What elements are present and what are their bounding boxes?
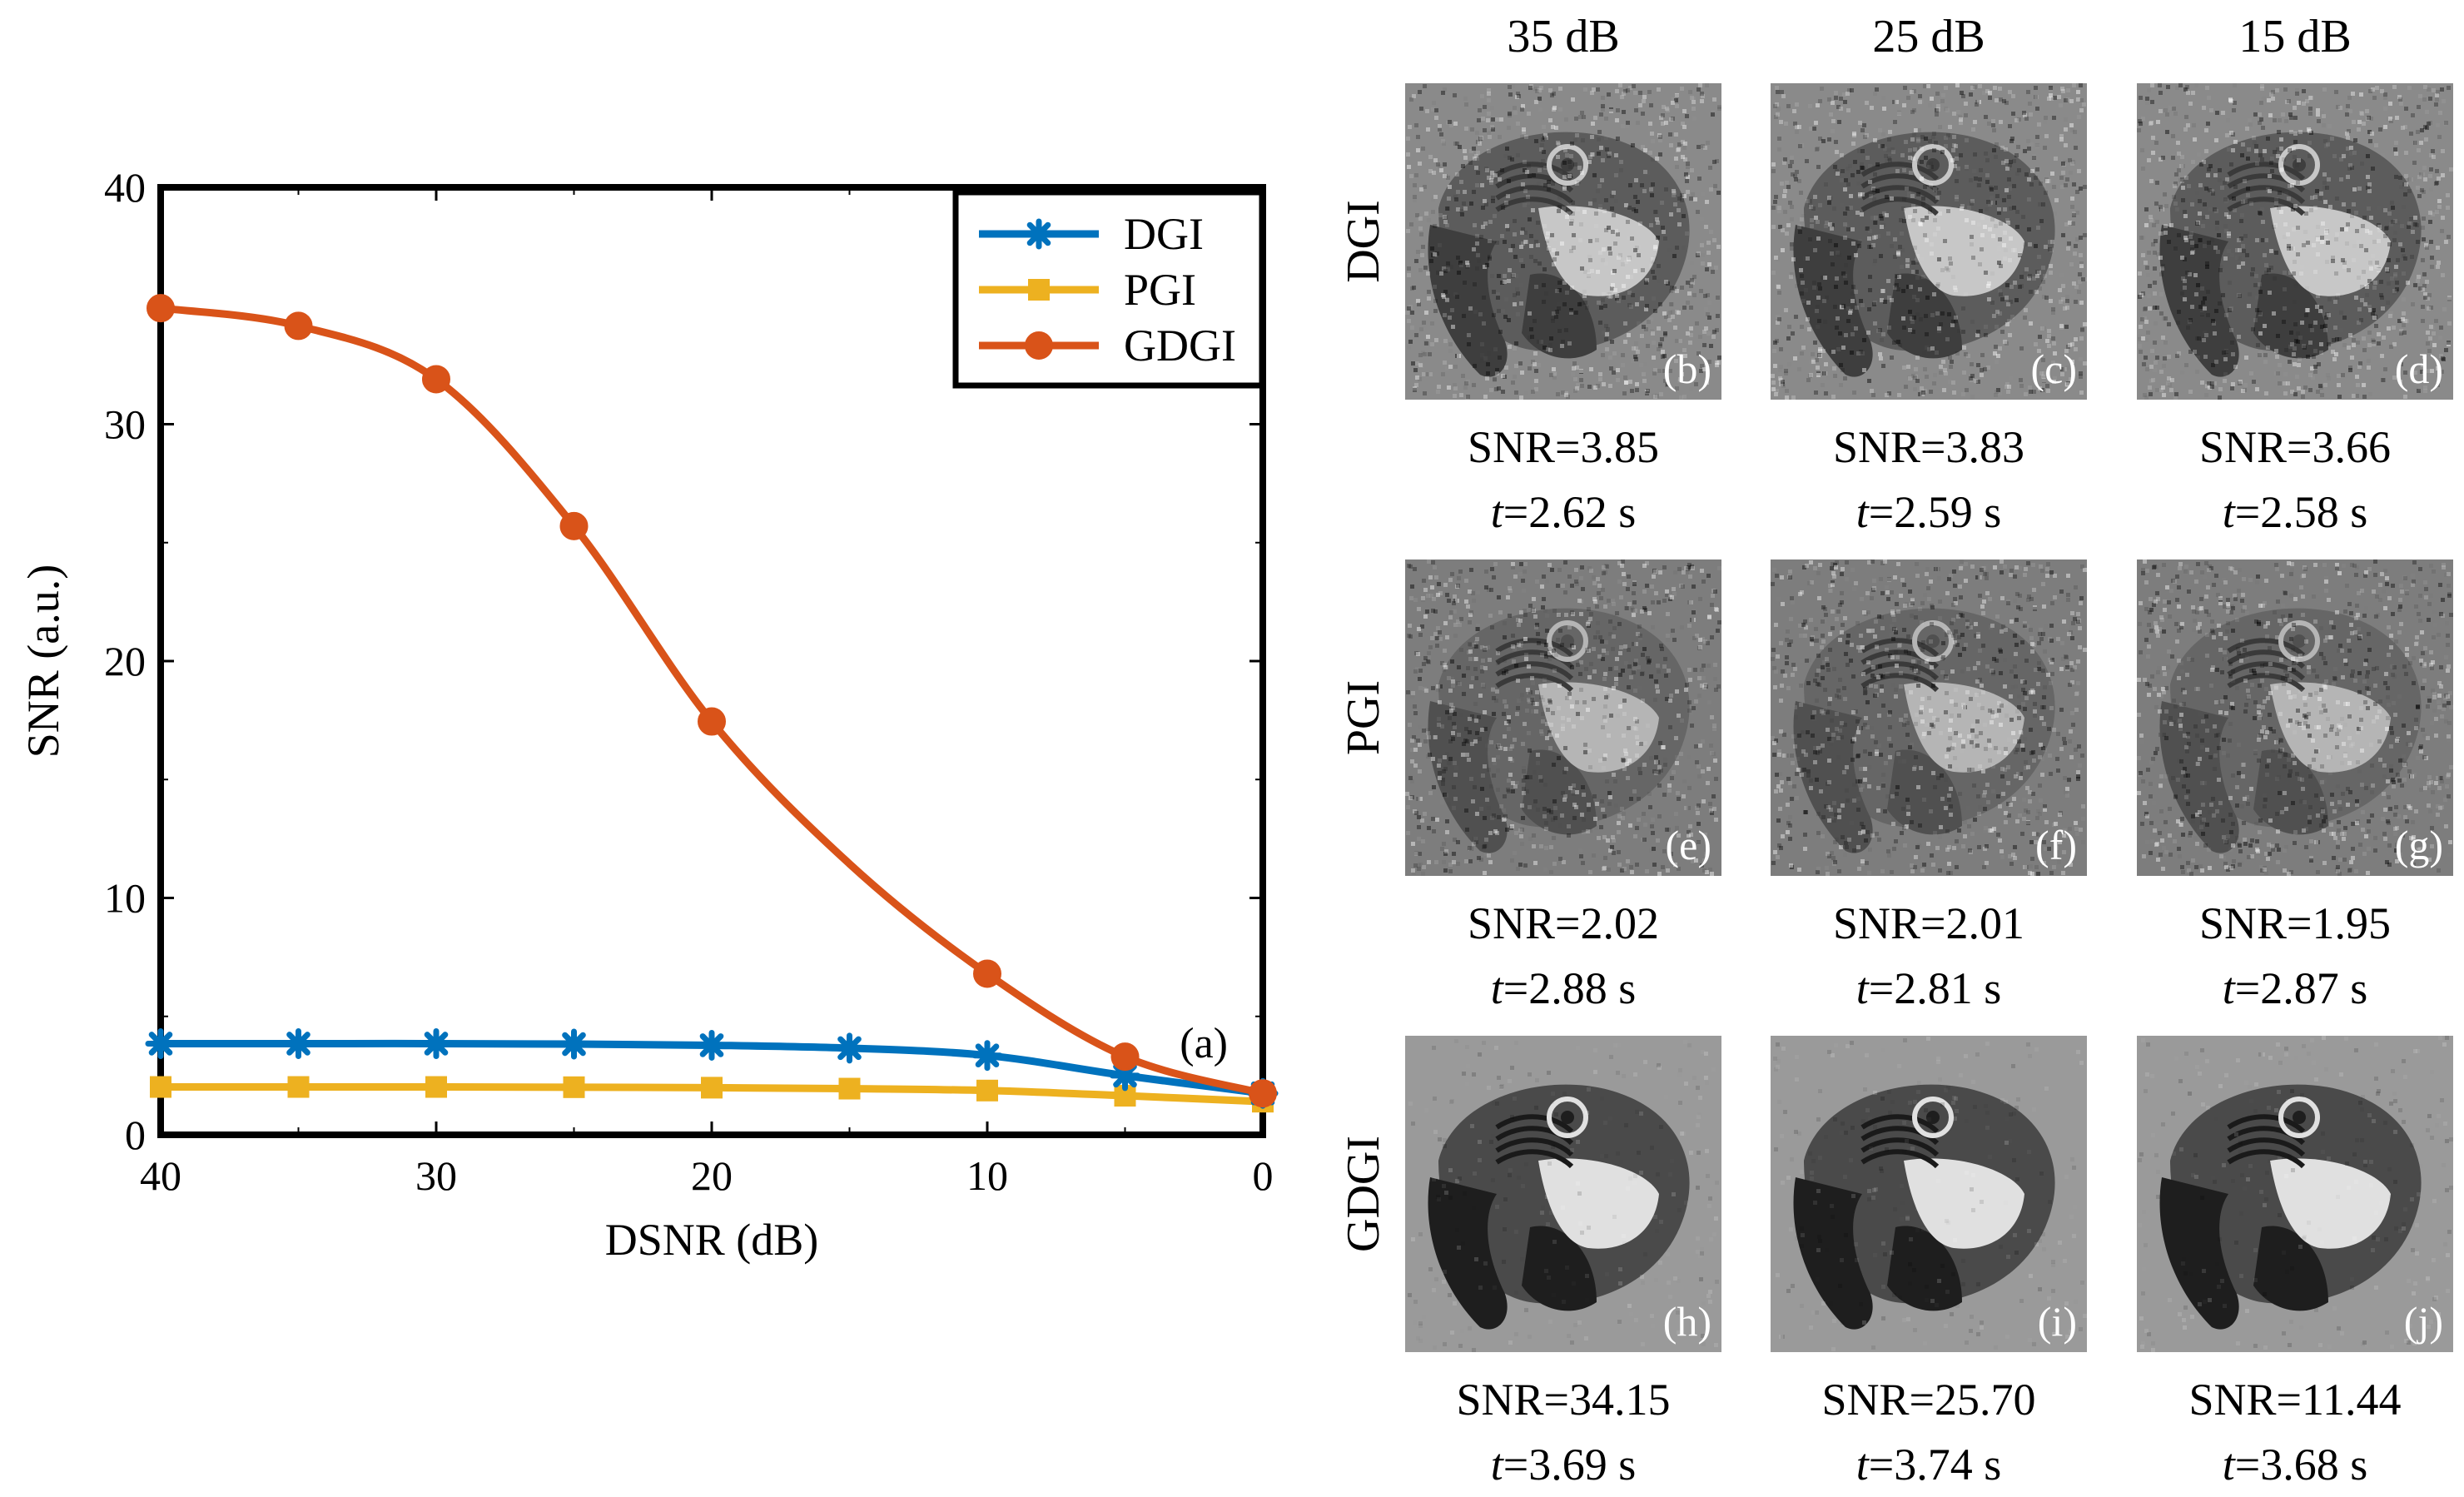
- image-tile: (e): [1405, 560, 1721, 876]
- time-number: =2.62 s: [1503, 487, 1636, 537]
- time-value: t=3.69 s: [1380, 1432, 1746, 1497]
- column-header: 35 dB: [1405, 10, 1721, 63]
- time-value: t=2.62 s: [1380, 480, 1746, 545]
- tile-letter: (g): [2395, 821, 2443, 869]
- tile-letter: (i): [2038, 1297, 2077, 1345]
- image-tile: (h): [1405, 1036, 1721, 1352]
- time-symbol: t: [1856, 487, 1869, 537]
- row-label: GDGI: [1337, 1069, 1390, 1319]
- image-tile: (i): [1771, 1036, 2087, 1352]
- time-value: t=2.58 s: [2112, 480, 2464, 545]
- tile-letter: (c): [2031, 345, 2078, 393]
- row-label: PGI: [1337, 593, 1390, 843]
- snr-value: SNR=2.02: [1380, 891, 1746, 956]
- row-label: DGI: [1337, 117, 1390, 366]
- time-number: =2.59 s: [1869, 487, 2001, 537]
- time-symbol: t: [2223, 487, 2235, 537]
- time-value: t=2.88 s: [1380, 956, 1746, 1021]
- tile-letter: (b): [1663, 345, 1711, 393]
- snr-value: SNR=3.85: [1380, 415, 1746, 480]
- snr-value: SNR=3.83: [1746, 415, 2112, 480]
- time-value: t=2.59 s: [1746, 480, 2112, 545]
- time-number: =3.69 s: [1503, 1440, 1636, 1490]
- snr-value: SNR=34.15: [1380, 1367, 1746, 1432]
- time-value: t=2.87 s: [2112, 956, 2464, 1021]
- snr-value: SNR=25.70: [1746, 1367, 2112, 1432]
- time-symbol: t: [1856, 963, 1869, 1013]
- time-number: =2.87 s: [2235, 963, 2367, 1013]
- time-symbol: t: [1491, 963, 1503, 1013]
- image-tile: (g): [2137, 560, 2453, 876]
- time-value: t=3.68 s: [2112, 1432, 2464, 1497]
- tile-letter: (d): [2395, 345, 2443, 393]
- snr-value: SNR=1.95: [2112, 891, 2464, 956]
- time-number: =3.74 s: [1869, 1440, 2001, 1490]
- tile-letter: (j): [2404, 1297, 2443, 1345]
- image-tile: (c): [1771, 83, 2087, 400]
- image-tile: (d): [2137, 83, 2453, 400]
- time-number: =2.81 s: [1869, 963, 2001, 1013]
- tile-letter: (h): [1663, 1297, 1711, 1345]
- snr-value: SNR=2.01: [1746, 891, 2112, 956]
- snr-value: SNR=11.44: [2112, 1367, 2464, 1432]
- time-symbol: t: [2223, 963, 2235, 1013]
- tile-letter: (e): [1666, 821, 1712, 869]
- time-symbol: t: [1491, 487, 1503, 537]
- image-tile: (b): [1405, 83, 1721, 400]
- column-header: 15 dB: [2137, 10, 2453, 63]
- tile-letter: (f): [2035, 821, 2077, 869]
- time-symbol: t: [1856, 1440, 1869, 1490]
- time-number: =2.88 s: [1503, 963, 1636, 1013]
- column-header: 25 dB: [1771, 10, 2087, 63]
- time-value: t=3.74 s: [1746, 1432, 2112, 1497]
- image-tile: (j): [2137, 1036, 2453, 1352]
- time-symbol: t: [2223, 1440, 2235, 1490]
- time-value: t=2.81 s: [1746, 956, 2112, 1021]
- time-number: =3.68 s: [2235, 1440, 2367, 1490]
- time-symbol: t: [1491, 1440, 1503, 1490]
- image-tile: (f): [1771, 560, 2087, 876]
- time-number: =2.58 s: [2235, 487, 2367, 537]
- snr-value: SNR=3.66: [2112, 415, 2464, 480]
